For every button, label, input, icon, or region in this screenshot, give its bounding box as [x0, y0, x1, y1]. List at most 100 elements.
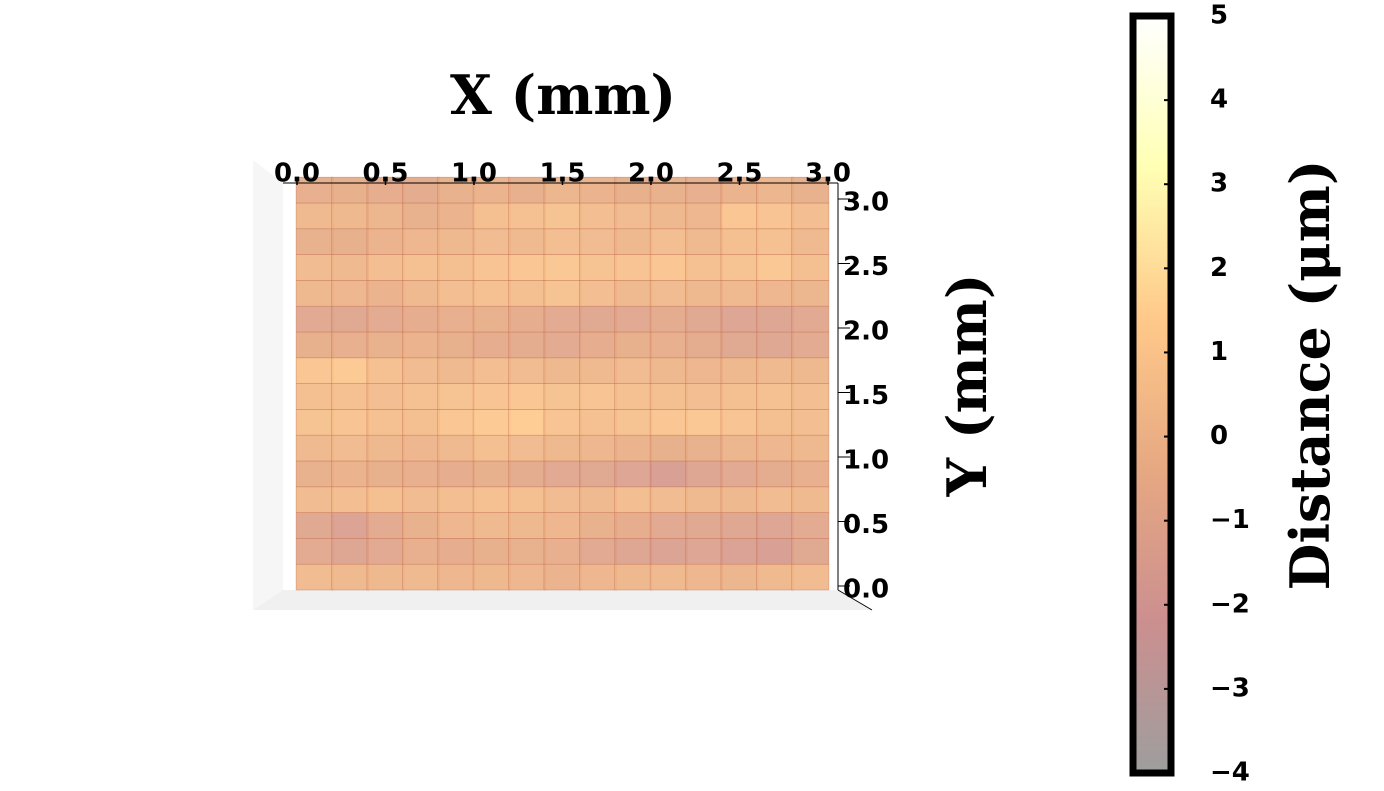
x-tick-label: 2.0: [628, 159, 674, 189]
surface-cell: [366, 563, 405, 591]
surface-cell: [720, 383, 759, 410]
surface-cell: [543, 357, 582, 384]
surface-cell: [543, 331, 582, 359]
surface-cell: [402, 460, 440, 488]
surface-cell: [756, 280, 794, 307]
surface-cell: [685, 538, 723, 565]
surface-cell: [437, 331, 476, 359]
surface-cell: [331, 538, 369, 565]
surface-cell: [756, 486, 794, 513]
surface-cell: [472, 305, 511, 333]
surface-cell: [472, 460, 511, 488]
surface-cell: [295, 538, 334, 565]
surface-cell: [472, 512, 511, 539]
surface-cell: [508, 254, 546, 281]
y-tick-label: 2.0: [843, 317, 889, 347]
surface-cell: [720, 512, 759, 539]
surface-cell: [579, 254, 617, 281]
surface-cell: [295, 409, 334, 436]
surface-cell: [543, 254, 582, 281]
surface-cell: [543, 305, 582, 333]
surface-cell: [685, 512, 723, 539]
surface-cell: [791, 176, 830, 204]
surface-cell: [402, 331, 440, 359]
surface-cell: [756, 202, 794, 230]
surface-cell: [579, 202, 617, 230]
surface-cell: [331, 305, 369, 333]
surface-cell: [720, 434, 759, 462]
surface-cell: [791, 563, 830, 591]
surface-cell: [756, 331, 794, 359]
surface-cell: [756, 434, 794, 462]
colorbar: [1129, 12, 1175, 777]
surface-cell: [472, 280, 511, 307]
y-tick-label: 2.5: [843, 252, 889, 282]
surface-cell: [579, 563, 617, 591]
surface-cell: [720, 280, 759, 307]
surface-cell: [756, 176, 794, 204]
surface-cell: [508, 538, 546, 565]
surface-cell: [402, 512, 440, 539]
surface-cell: [649, 538, 688, 565]
colorbar-tick-label: 0: [1210, 421, 1228, 451]
surface-cell: [437, 409, 476, 436]
surface-cell: [508, 357, 546, 384]
surface-cell: [614, 202, 653, 230]
surface-cell: [295, 331, 334, 359]
surface-cell: [543, 228, 582, 255]
y-tick-label: 1.5: [843, 381, 889, 411]
surface-cell: [543, 383, 582, 410]
surface-cell: [649, 228, 688, 255]
surface-cell: [331, 228, 369, 255]
surface-cell: [472, 383, 511, 410]
surface-cell: [791, 486, 830, 513]
surface-cell: [685, 460, 723, 488]
surface-cell: [366, 331, 405, 359]
surface-cell: [579, 280, 617, 307]
surface-cell: [543, 280, 582, 307]
surface-cell: [508, 434, 546, 462]
surface-cell: [543, 486, 582, 513]
surface-cell: [614, 486, 653, 513]
surface-cell: [649, 280, 688, 307]
surface-cell: [614, 434, 653, 462]
surface-cell: [543, 512, 582, 539]
surface-cell: [649, 383, 688, 410]
surface-cell: [720, 254, 759, 281]
surface-cell: [543, 538, 582, 565]
surface-cell: [402, 409, 440, 436]
surface-cell: [579, 305, 617, 333]
surface-cell: [437, 383, 476, 410]
surface-cell: [685, 409, 723, 436]
surface-cell: [649, 512, 688, 539]
surface-cell: [649, 409, 688, 436]
surface-cell: [331, 512, 369, 539]
surface-cell: [614, 563, 653, 591]
surface-cell: [331, 563, 369, 591]
surface-cell: [472, 176, 511, 204]
y-tick-label: 0.5: [843, 510, 889, 540]
surface-cell: [791, 280, 830, 307]
surface-cell: [366, 305, 405, 333]
surface-cell: [579, 357, 617, 384]
surface-cell: [331, 434, 369, 462]
surface-cell: [508, 331, 546, 359]
surface-cell: [402, 383, 440, 410]
surface-cell: [295, 280, 334, 307]
surface-cell: [402, 486, 440, 513]
surface-cell: [402, 202, 440, 230]
surface-cell: [402, 434, 440, 462]
surface-cell: [649, 331, 688, 359]
surface-cell: [295, 305, 334, 333]
surface-cell: [543, 563, 582, 591]
surface-cell: [649, 202, 688, 230]
surface-cell: [543, 434, 582, 462]
surface-cell: [366, 383, 405, 410]
surface-cell: [649, 357, 688, 384]
surface-cell: [295, 254, 334, 281]
surface-cell: [508, 280, 546, 307]
y-axis-title: Y (mm): [935, 274, 999, 498]
surface-cell: [402, 254, 440, 281]
surface-cell: [791, 305, 830, 333]
